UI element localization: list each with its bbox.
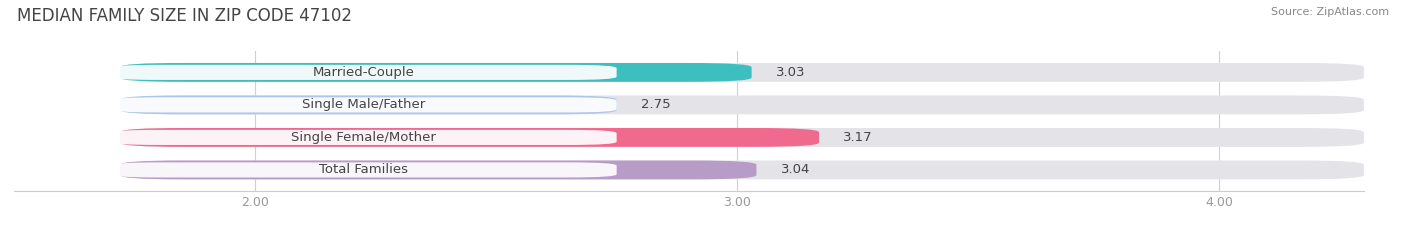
- FancyBboxPatch shape: [111, 97, 617, 113]
- FancyBboxPatch shape: [111, 130, 617, 145]
- Text: 2.75: 2.75: [641, 98, 671, 111]
- FancyBboxPatch shape: [120, 96, 1364, 114]
- FancyBboxPatch shape: [120, 161, 756, 179]
- Text: Single Male/Father: Single Male/Father: [302, 98, 425, 111]
- FancyBboxPatch shape: [120, 96, 617, 114]
- Text: 3.03: 3.03: [776, 66, 806, 79]
- FancyBboxPatch shape: [120, 128, 820, 147]
- Text: 3.17: 3.17: [844, 131, 873, 144]
- Text: Single Female/Mother: Single Female/Mother: [291, 131, 436, 144]
- Text: MEDIAN FAMILY SIZE IN ZIP CODE 47102: MEDIAN FAMILY SIZE IN ZIP CODE 47102: [17, 7, 352, 25]
- FancyBboxPatch shape: [111, 65, 617, 80]
- Text: Married-Couple: Married-Couple: [312, 66, 415, 79]
- Text: 3.04: 3.04: [780, 163, 810, 176]
- FancyBboxPatch shape: [120, 63, 1364, 82]
- Text: Source: ZipAtlas.com: Source: ZipAtlas.com: [1271, 7, 1389, 17]
- FancyBboxPatch shape: [120, 63, 752, 82]
- FancyBboxPatch shape: [111, 162, 617, 178]
- FancyBboxPatch shape: [120, 128, 1364, 147]
- FancyBboxPatch shape: [120, 161, 1364, 179]
- Text: Total Families: Total Families: [319, 163, 408, 176]
